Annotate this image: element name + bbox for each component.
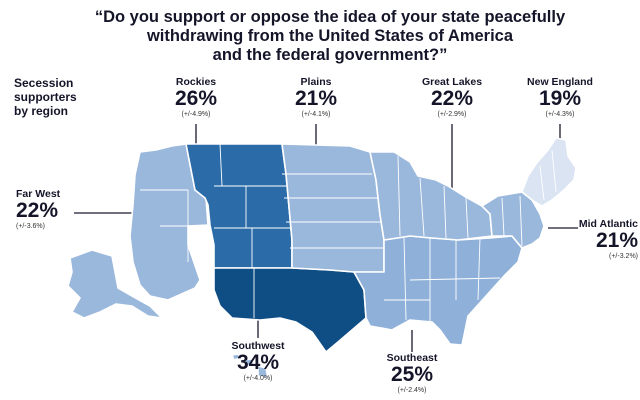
region-percent: 25% <box>390 363 434 386</box>
region-southeast <box>353 235 523 346</box>
region-name: Plains <box>300 76 332 88</box>
region-percent: 22% <box>430 87 474 110</box>
region-margin: (+/-2.4%) <box>397 387 427 394</box>
legend-heading-line: Secession <box>14 76 74 90</box>
region-name: Rockies <box>175 76 217 88</box>
region-percent: 19% <box>538 87 582 110</box>
label-southeast: Southeast 25% (+/-2.4%) <box>380 352 444 395</box>
region-margin: (+/-3.6%) <box>16 223 45 230</box>
region-percent: 22% <box>16 199 59 222</box>
legend-heading-line: supporters <box>14 90 77 104</box>
state-borders <box>140 143 557 322</box>
label-mid-atlantic: Mid Atlantic 21% (+/-3.2%) <box>566 218 638 261</box>
region-name: New England <box>527 76 593 88</box>
title-line: and the federal government?” <box>212 46 448 64</box>
map-title: “Do you support or oppose the idea of yo… <box>70 8 590 65</box>
legend-heading-line: by region <box>14 104 69 118</box>
region-percent: 21% <box>595 229 638 252</box>
label-rockies: Rockies 26% (+/-4.9%) <box>166 76 226 119</box>
label-new-england: New England 19% (+/-4.3%) <box>520 76 600 119</box>
region-plains <box>281 143 385 273</box>
region-percent: 26% <box>174 87 218 110</box>
label-plains: Plains 21% (+/-4.1%) <box>286 76 346 119</box>
region-new-england <box>521 137 577 207</box>
region-name: Southeast <box>386 352 438 364</box>
label-far-west: Far West 22% (+/-3.6%) <box>16 188 76 231</box>
region-name: Mid Atlantic <box>578 218 638 230</box>
region-margin: (+/-4.0%) <box>243 375 273 382</box>
region-margin: (+/-2.9%) <box>437 111 467 118</box>
region-name: Southwest <box>231 340 285 352</box>
legend-heading: Secession supporters by region <box>14 76 104 118</box>
title-line: withdrawing from the United States of Am… <box>146 27 514 45</box>
region-alaska <box>67 249 163 319</box>
region-name: Far West <box>16 188 61 200</box>
region-name: Great Lakes <box>421 76 483 88</box>
region-hawaii <box>231 353 269 379</box>
region-margin: (+/-4.1%) <box>301 111 331 118</box>
region-percent: 34% <box>236 351 280 374</box>
label-great-lakes: Great Lakes 22% (+/-2.9%) <box>414 76 490 119</box>
title-line: “Do you support or oppose the idea of yo… <box>94 8 566 26</box>
region-margin: (+/-3.2%) <box>609 253 638 260</box>
region-great-lakes <box>369 151 493 241</box>
region-percent: 21% <box>294 87 338 110</box>
region-margin: (+/-4.9%) <box>181 111 211 118</box>
region-margin: (+/-4.3%) <box>545 111 575 118</box>
label-southwest: Southwest 34% (+/-4.0%) <box>226 340 290 383</box>
